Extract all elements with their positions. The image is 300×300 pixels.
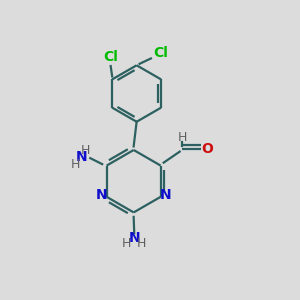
Text: N: N: [128, 231, 140, 245]
Text: H: H: [178, 131, 188, 145]
Text: H: H: [71, 158, 80, 171]
Text: Cl: Cl: [103, 50, 118, 64]
Text: N: N: [160, 188, 172, 202]
Text: Cl: Cl: [153, 46, 168, 59]
Text: N: N: [76, 150, 87, 164]
Text: N: N: [95, 188, 107, 202]
Text: H: H: [137, 237, 146, 250]
Text: O: O: [201, 142, 213, 156]
Text: H: H: [81, 144, 91, 157]
Text: H: H: [122, 237, 131, 250]
